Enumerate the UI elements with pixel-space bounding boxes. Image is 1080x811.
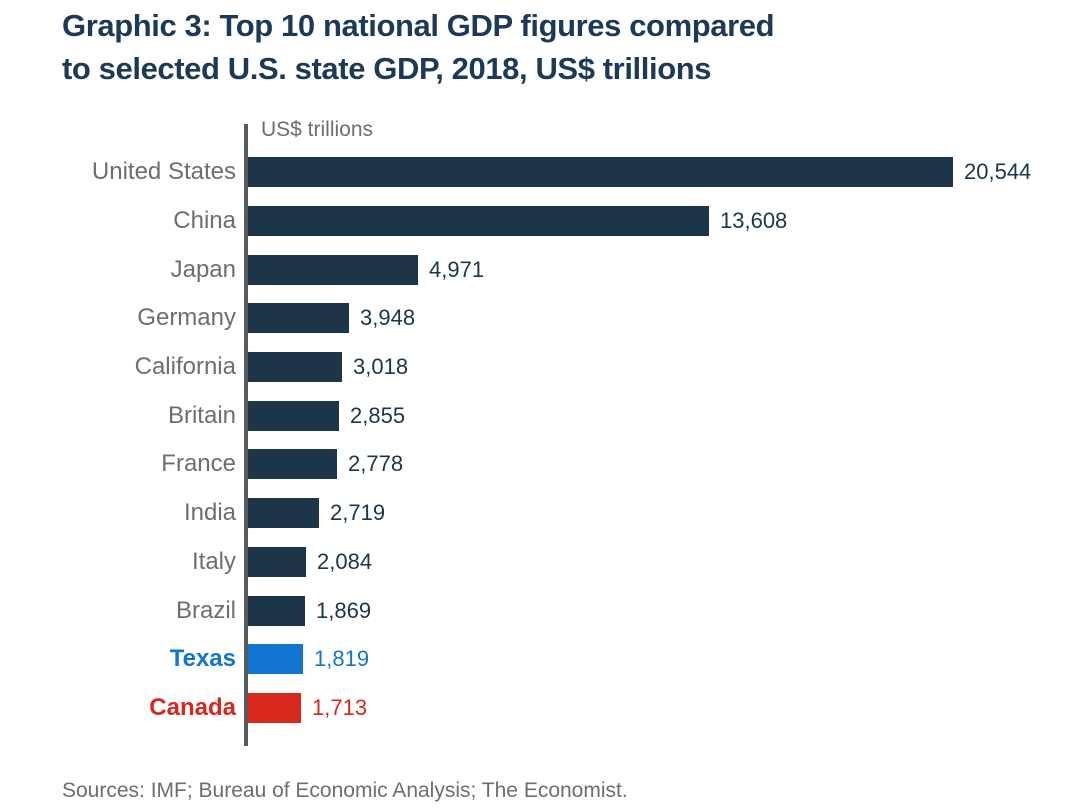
category-label: California bbox=[134, 353, 236, 381]
value-label: 1,819 bbox=[314, 646, 370, 672]
bar bbox=[248, 352, 342, 383]
bar bbox=[248, 157, 953, 188]
bar-zone: 3,948 bbox=[248, 303, 1080, 334]
bar-row: India 2,719 bbox=[0, 489, 1080, 538]
bar-row: Brazil 1,869 bbox=[0, 586, 1080, 635]
bar-zone: 1,819 bbox=[248, 644, 1080, 675]
bar-zone: 4,971 bbox=[248, 254, 1080, 285]
value-label: 3,948 bbox=[360, 305, 416, 331]
category-label: France bbox=[161, 450, 236, 478]
category-label: Brazil bbox=[175, 596, 236, 624]
bar-zone: 2,778 bbox=[248, 449, 1080, 480]
bar-rows-container: United States 20,544 China 13,608 Japan 4,971… bbox=[0, 148, 1080, 732]
bar-row: Italy 2,084 bbox=[0, 538, 1080, 587]
bar-row: United States 20,544 bbox=[0, 148, 1080, 197]
value-label: 13,608 bbox=[720, 208, 788, 234]
chart-title-line-1: Graphic 3: Top 10 national GDP figures c… bbox=[62, 8, 775, 43]
bar-zone: 13,608 bbox=[248, 206, 1080, 237]
bar-row: Britain 2,855 bbox=[0, 391, 1080, 440]
value-label: 1,713 bbox=[312, 694, 368, 720]
category-label: China bbox=[173, 207, 236, 235]
value-label: 2,084 bbox=[317, 548, 373, 574]
bar-zone: 3,018 bbox=[248, 352, 1080, 383]
bar bbox=[248, 206, 709, 237]
bar-zone: 2,084 bbox=[248, 546, 1080, 577]
category-label: Japan bbox=[170, 255, 236, 283]
chart-title-line-2: to selected U.S. state GDP, 2018, US$ tr… bbox=[62, 51, 712, 86]
bar-zone: 2,719 bbox=[248, 498, 1080, 529]
bar bbox=[248, 692, 301, 723]
value-label: 2,778 bbox=[348, 451, 404, 477]
bar bbox=[248, 595, 305, 626]
chart-title: Graphic 3: Top 10 national GDP figures c… bbox=[62, 4, 775, 90]
category-label: India bbox=[183, 499, 236, 527]
value-label: 4,971 bbox=[429, 256, 485, 282]
category-label: Texas bbox=[169, 645, 236, 673]
bar bbox=[248, 546, 306, 577]
value-label: 2,855 bbox=[350, 402, 406, 428]
bar bbox=[248, 400, 339, 431]
category-label: Britain bbox=[167, 401, 236, 429]
category-label: United States bbox=[91, 158, 236, 186]
bar-zone: 1,869 bbox=[248, 595, 1080, 626]
bar bbox=[248, 449, 337, 480]
bar-zone: 2,855 bbox=[248, 400, 1080, 431]
bar-row: Japan 4,971 bbox=[0, 245, 1080, 294]
bar-row: California 3,018 bbox=[0, 343, 1080, 392]
bar-row: China 13,608 bbox=[0, 197, 1080, 246]
value-label: 2,719 bbox=[330, 500, 386, 526]
category-label: Italy bbox=[191, 547, 236, 575]
bar-zone: 20,544 bbox=[248, 157, 1080, 188]
source-note: Sources: IMF; Bureau of Economic Analysi… bbox=[62, 779, 628, 802]
bar-zone: 1,713 bbox=[248, 692, 1080, 723]
category-label: Canada bbox=[149, 693, 236, 721]
bar bbox=[248, 303, 349, 334]
bar bbox=[248, 254, 418, 285]
bar-row: France 2,778 bbox=[0, 440, 1080, 489]
axis-unit-label: US$ trillions bbox=[261, 118, 374, 141]
bar-row: Texas 1,819 bbox=[0, 635, 1080, 684]
category-label: Germany bbox=[137, 304, 236, 332]
value-label: 3,018 bbox=[353, 354, 409, 380]
y-axis-line bbox=[244, 124, 248, 746]
bar bbox=[248, 498, 319, 529]
value-label: 1,869 bbox=[316, 597, 372, 623]
value-label: 20,544 bbox=[964, 159, 1032, 185]
bar bbox=[248, 644, 303, 675]
bar-row: Canada 1,713 bbox=[0, 684, 1080, 733]
bar-row: Germany 3,948 bbox=[0, 294, 1080, 343]
